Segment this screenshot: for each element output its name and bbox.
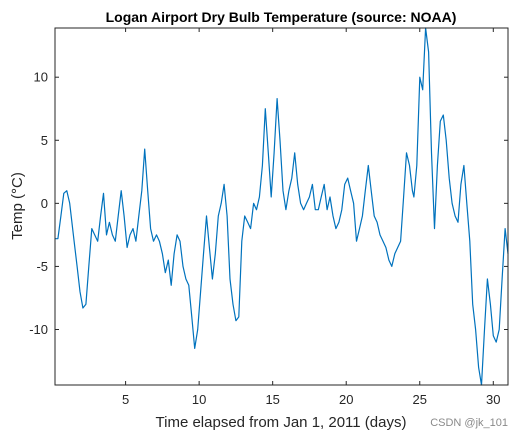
y-tick-label: -5 xyxy=(36,259,48,274)
x-tick-label: 15 xyxy=(265,392,279,407)
watermark: CSDN @jk_101 xyxy=(430,417,508,429)
x-tick-label: 10 xyxy=(192,392,206,407)
y-tick-label: 0 xyxy=(41,196,48,211)
chart-title: Logan Airport Dry Bulb Temperature (sour… xyxy=(106,9,457,25)
chart-ticks: 5 10 15 20 25 30 -10 -5 0 5 10 xyxy=(29,28,508,407)
y-tick-label: -10 xyxy=(29,322,48,337)
x-axis-label: Time elapsed from Jan 1, 2011 (days) xyxy=(156,414,407,431)
x-tick-label: 5 xyxy=(122,392,129,407)
temperature-series-line xyxy=(55,27,509,386)
y-axis-label: Temp (°C) xyxy=(9,172,26,240)
plot-area xyxy=(55,28,508,385)
axes-box xyxy=(54,27,509,386)
x-tick-label: 20 xyxy=(339,392,353,407)
y-tick-label: 10 xyxy=(34,70,48,85)
y-tick-label: 5 xyxy=(41,133,48,148)
x-tick-label: 25 xyxy=(413,392,427,407)
x-tick-label: 30 xyxy=(486,392,500,407)
